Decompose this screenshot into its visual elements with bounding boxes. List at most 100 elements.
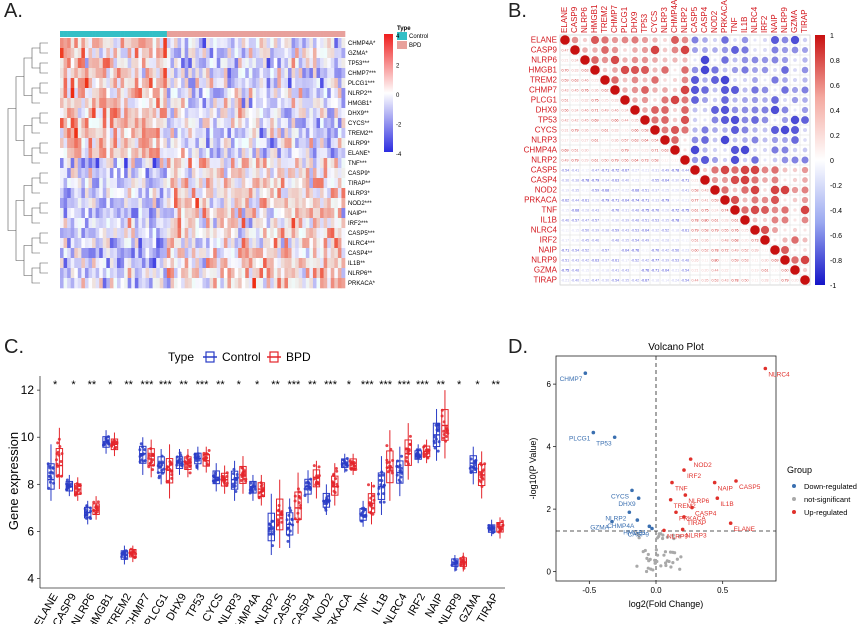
heatmap-cell: [238, 38, 242, 49]
heatmap-cell: [288, 268, 292, 279]
heatmap-cell: [152, 248, 157, 259]
heatmap-cell: [174, 268, 178, 279]
heatmap-cell: [152, 48, 157, 59]
heatmap-cell: [124, 228, 128, 239]
heatmap-cell: [70, 258, 75, 269]
heatmap-cell: [330, 258, 335, 269]
corr-value: -0.54: [561, 169, 569, 173]
heatmap-cell: [88, 238, 93, 249]
heatmap-cell: [341, 128, 346, 139]
heatmap-cell: [223, 218, 228, 229]
heatmap-cell: [245, 48, 250, 59]
heatmap-cell: [74, 98, 79, 109]
heatmap-cell: [284, 268, 289, 279]
heatmap-cell: [309, 198, 314, 209]
heatmap-cell: [295, 78, 299, 89]
heatmap-cell: [316, 208, 321, 219]
heatmap-cell: [177, 148, 182, 159]
heatmap-row-label: HMGB1*: [348, 101, 372, 107]
heatmap-cell: [234, 178, 239, 189]
corr-circle: [740, 145, 750, 155]
y-axis-title: Gene expression: [6, 432, 21, 530]
heatmap-cell: [337, 118, 342, 129]
annotation-cell: [191, 31, 196, 37]
heatmap-cell: [330, 88, 335, 99]
heatmap-cell: [302, 268, 307, 279]
heatmap-cell: [174, 138, 178, 149]
heatmap-cell: [273, 68, 278, 79]
heatmap-cell: [92, 78, 96, 89]
heatmap-cell: [284, 198, 289, 209]
corr-value: 0.59: [562, 79, 569, 83]
corr-value: -0.48: [681, 259, 689, 263]
heatmap-cell: [88, 258, 93, 269]
corr-circle: [773, 68, 777, 72]
heatmap-cell: [206, 128, 210, 139]
heatmap-cell: [216, 58, 221, 69]
heatmap-cell: [341, 68, 346, 79]
heatmap-cell: [277, 268, 282, 279]
heatmap-cell: [138, 168, 143, 179]
heatmap-cell: [198, 98, 203, 109]
heatmap-cell: [95, 118, 100, 129]
corr-value: -0.72: [611, 169, 619, 173]
heatmap-cell: [312, 278, 317, 289]
heatmap-cell: [127, 188, 132, 199]
heatmap-cell: [184, 158, 189, 169]
heatmap-cell: [213, 218, 218, 229]
heatmap-cell: [202, 158, 207, 169]
heatmap-cell: [209, 78, 214, 89]
corr-value: 0.56: [562, 109, 569, 113]
heatmap-cell: [134, 228, 139, 239]
heatmap-cell: [117, 98, 121, 109]
heatmap-cell: [99, 188, 104, 199]
heatmap-cell: [99, 58, 104, 69]
heatmap-cell: [327, 148, 332, 159]
annotation-cell: [124, 31, 128, 37]
heatmap-cell: [159, 278, 164, 289]
legend-type-title: Type: [168, 350, 194, 364]
corr-circle: [741, 206, 749, 214]
heatmap-cell: [266, 188, 271, 199]
heatmap-cell: [181, 38, 185, 49]
corr-value: 0.11: [752, 259, 759, 263]
dendrogram-branch: [31, 237, 40, 254]
corr-circle: [801, 66, 809, 74]
heatmap-cell: [84, 38, 89, 49]
annotation-cell: [323, 31, 328, 37]
heatmap-row-label: IRF2***: [348, 221, 369, 227]
heatmap-cell: [270, 268, 275, 279]
legend-up-dot: [792, 510, 796, 514]
heatmap-cell: [206, 278, 210, 289]
heatmap-cell: [88, 98, 93, 109]
heatmap-cell: [273, 128, 278, 139]
heatmap-cell: [270, 48, 275, 59]
bpd-point: [147, 452, 151, 456]
corr-circle: [762, 97, 768, 103]
bpd-box: [386, 450, 394, 484]
corr-circle: [622, 57, 628, 63]
heatmap-cell: [195, 88, 200, 99]
heatmap-cell: [70, 208, 75, 219]
corr-value: 0.36: [582, 129, 589, 133]
heatmap-cell: [302, 168, 307, 179]
heatmap-cell: [177, 208, 182, 219]
heatmap-cell: [184, 88, 189, 99]
corr-circle: [762, 177, 768, 183]
panel-label-b: B.: [508, 0, 527, 22]
heatmap-cell: [284, 108, 289, 119]
heatmap-cell: [106, 48, 111, 59]
heatmap-cell: [77, 68, 82, 79]
heatmap-cell: [280, 248, 285, 259]
corr-circle: [793, 58, 797, 62]
annotation-cell: [188, 31, 193, 37]
heatmap-cell: [109, 228, 114, 239]
heatmap-cell: [213, 228, 218, 239]
heatmap-cell: [206, 138, 210, 149]
heatmap-cell: [298, 238, 303, 249]
heatmap-cell: [241, 38, 246, 49]
corr-value: 0.33: [572, 69, 579, 73]
corr-value: 0.28: [602, 119, 609, 123]
heatmap-cell: [327, 238, 332, 249]
heatmap-cell: [234, 88, 239, 99]
